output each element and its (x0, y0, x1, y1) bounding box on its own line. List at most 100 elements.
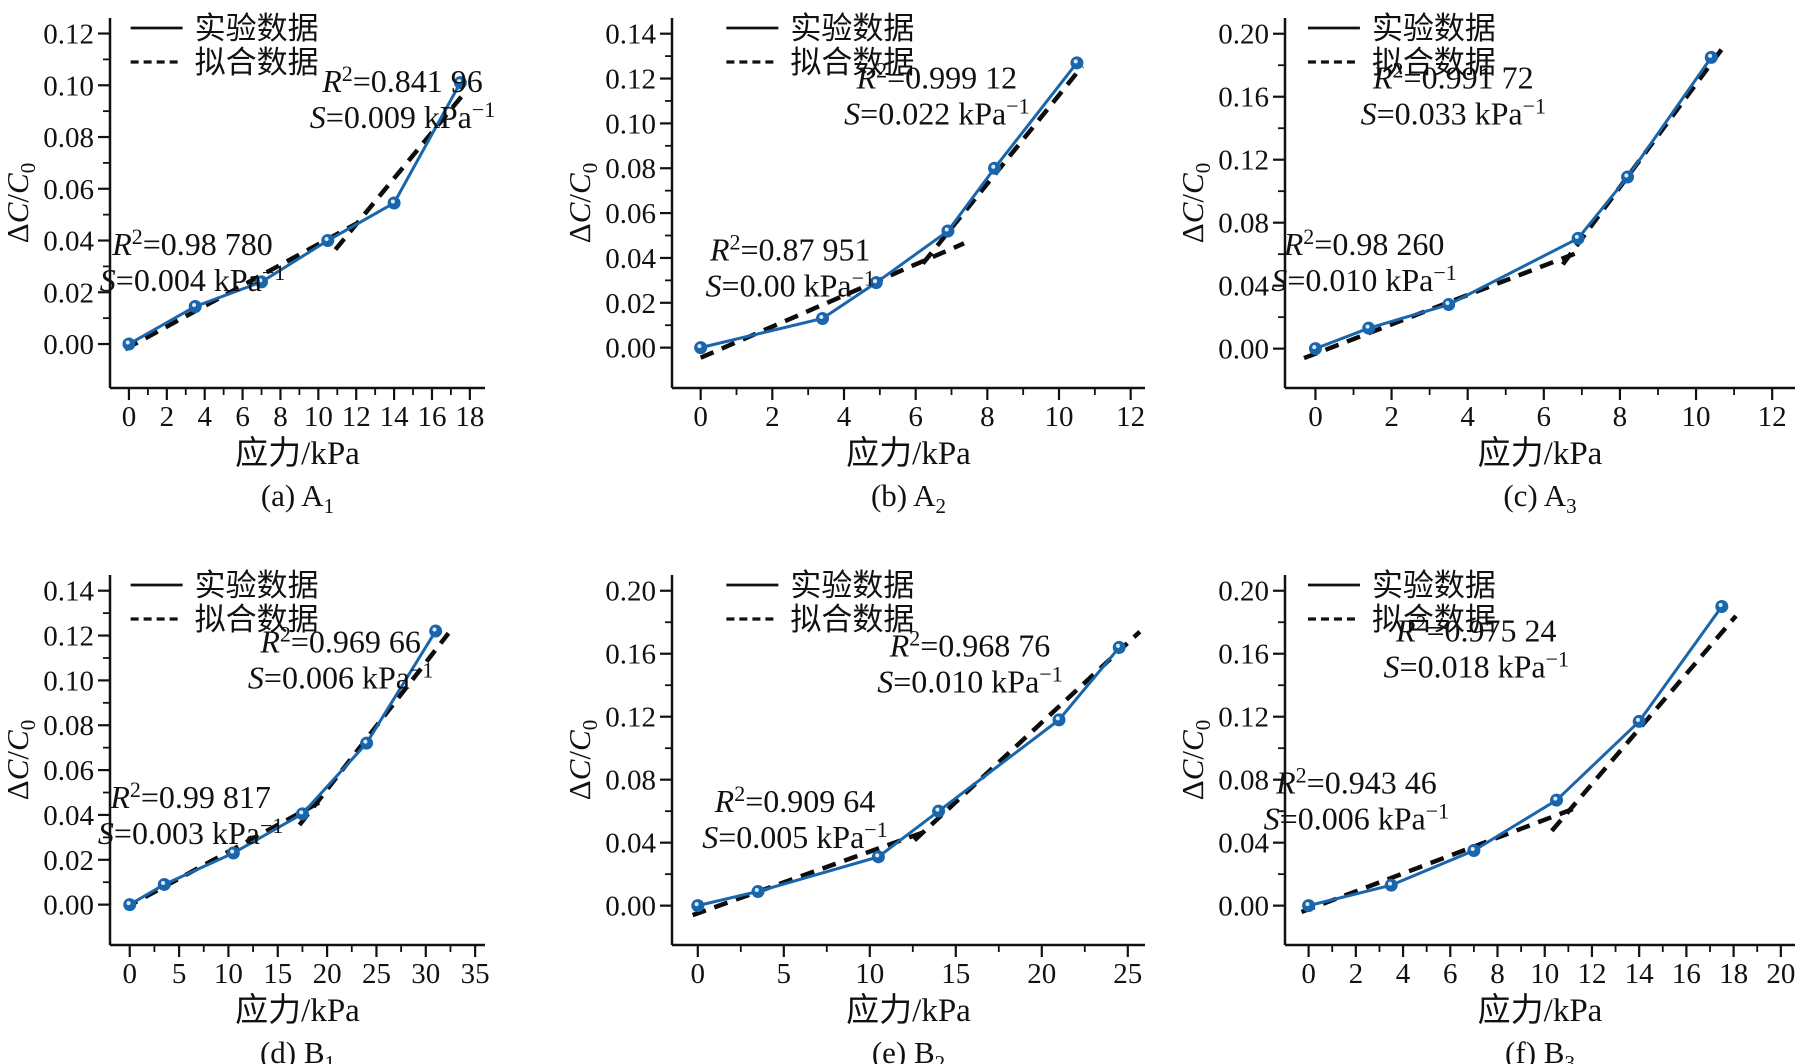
s-value: S=0.010 kPa−1 (877, 661, 1062, 699)
x-tick-label: 15 (263, 958, 292, 990)
x-axis-label: 应力/kPa (846, 992, 971, 1029)
fit-line (124, 221, 358, 352)
s-value: S=0.010 kPa−1 (1271, 260, 1456, 298)
x-tick-label: 18 (1719, 958, 1748, 990)
s-value: S=0.004 kPa−1 (100, 260, 285, 298)
y-tick-label: 0.02 (605, 288, 656, 320)
x-tick-label: 20 (1027, 958, 1056, 990)
y-tick-label: 0.00 (43, 890, 94, 922)
y-tick-label: 0.20 (1218, 576, 1269, 608)
y-tick-label: 0.12 (43, 19, 94, 51)
y-tick-label: 0.04 (605, 828, 656, 860)
y-tick-label: 0.06 (43, 755, 94, 787)
y-axis-label: ΔC/C0 (0, 720, 40, 800)
x-tick-label: 10 (214, 958, 243, 990)
legend-label: 实验数据 (195, 11, 319, 46)
chart-b1: 0 5 10 15 20 25 30 35 0.00 0.02 0.04 0.06 0.08 0.10 0.… (0, 568, 490, 1064)
data-point-highlight (1445, 301, 1450, 306)
x-tick-label: 14 (1625, 958, 1655, 990)
data-point-highlight (1305, 902, 1310, 907)
experimental-line (128, 630, 437, 906)
experimental-line (697, 646, 1121, 908)
x-tick-label: 10 (1682, 401, 1711, 433)
data-point-highlight (457, 79, 462, 84)
axes: 0 5 10 15 20 25 0.00 0.04 0.08 0.12 0.16 0.20 (605, 575, 1145, 990)
chart-b2: 0 5 10 15 20 25 0.00 0.04 0.08 0.12 0.16 0.20 ΔC/C0 应… (562, 568, 1145, 1064)
y-tick-label: 0.10 (43, 70, 94, 102)
x-tick-label: 8 (1490, 958, 1505, 990)
x-tick-label: 16 (417, 401, 446, 433)
subplot-caption: (d) B1 (260, 1035, 335, 1064)
y-tick-label: 0.20 (1218, 19, 1269, 51)
data-point-highlight (694, 902, 699, 907)
fit-annotation: R2=0.968 76S=0.010 kPa−1 (877, 625, 1062, 699)
x-tick-label: 12 (1577, 958, 1606, 990)
x-tick-label: 10 (304, 401, 333, 433)
x-tick-label: 0 (122, 401, 137, 433)
data-point-highlight (1388, 881, 1393, 886)
x-tick-label: 0 (1301, 958, 1316, 990)
legend-label: 实验数据 (195, 568, 319, 603)
x-tick-label: 4 (197, 401, 212, 433)
y-axis-label: ΔC/C0 (1175, 720, 1215, 800)
y-tick-label: 0.12 (43, 621, 94, 653)
axes: 0 2 4 6 8 10 12 0.00 0.04 0.08 0.12 0.16 0.20 (1218, 18, 1795, 433)
experimental-line (1308, 605, 1724, 908)
x-axis-label: 应力/kPa (235, 435, 360, 472)
y-axis-label: ΔC/C0 (0, 163, 40, 243)
x-tick-label: 14 (380, 401, 410, 433)
y-tick-label: 0.04 (1218, 271, 1269, 303)
data-point-highlight (1073, 59, 1078, 64)
legend-label: 实验数据 (790, 11, 914, 46)
y-tick-label: 0.08 (43, 710, 94, 742)
experimental-series (122, 76, 467, 351)
fit-annotation: R2=0.969 66S=0.006 kPa−1 (248, 622, 433, 696)
data-point-highlight (1470, 847, 1475, 852)
y-tick-label: 0.14 (605, 19, 656, 51)
experimental-line (1314, 56, 1713, 351)
x-tick-label: 18 (455, 401, 484, 433)
subplot-caption: (a) A1 (261, 478, 334, 518)
y-tick-label: 0.16 (605, 639, 656, 671)
x-tick-label: 4 (1396, 958, 1411, 990)
subplot-b3: 0 2 4 6 8 10 12 14 16 18 20 0.00 0.04 0.08 0.12 0.16 0.2… (1155, 532, 1800, 1064)
data-point-highlight (299, 810, 304, 815)
r-squared-value: R2=0.99 817 (109, 777, 271, 815)
subplot-a2: 0 2 4 6 8 10 12 0.00 0.02 0.04 0.06 0.08 0.10 0.12 0.1… (555, 0, 1155, 532)
legend-label: 拟合数据 (790, 602, 914, 637)
y-tick-label: 0.06 (43, 174, 94, 206)
fit-annotation: R2=0.999 12S=0.022 kPa−1 (844, 57, 1029, 131)
data-point-highlight (873, 279, 878, 284)
data-point-highlight (1055, 716, 1060, 721)
y-tick-label: 0.02 (43, 845, 94, 877)
y-tick-label: 0.00 (605, 333, 656, 365)
data-point-highlight (1635, 717, 1640, 722)
data-point-highlight (161, 880, 166, 885)
x-tick-label: 6 (1537, 401, 1552, 433)
x-tick-label: 8 (980, 401, 995, 433)
y-axis-label: ΔC/C0 (1175, 163, 1215, 243)
data-point-highlight (230, 849, 235, 854)
fit-annotation: R2=0.975 24S=0.018 kPa−1 (1384, 611, 1569, 685)
data-point-highlight (697, 344, 702, 349)
x-tick-label: 10 (1045, 401, 1074, 433)
x-tick-label: 5 (777, 958, 792, 990)
chart-b3: 0 2 4 6 8 10 12 14 16 18 20 0.00 0.04 0.08 0.12 0.16 0.2… (1175, 568, 1795, 1064)
fit-line (691, 830, 924, 918)
data-point-highlight (390, 199, 395, 204)
y-tick-label: 0.08 (605, 153, 656, 185)
s-value: S=0.006 kPa−1 (1264, 798, 1449, 836)
experimental-series (1308, 50, 1718, 356)
x-axis-label: 应力/kPa (1478, 992, 1603, 1029)
x-tick-label: 4 (837, 401, 852, 433)
x-tick-label: 6 (235, 401, 250, 433)
x-tick-label: 20 (313, 958, 342, 990)
data-point-highlight (1365, 324, 1370, 329)
y-tick-label: 0.16 (1218, 82, 1269, 114)
